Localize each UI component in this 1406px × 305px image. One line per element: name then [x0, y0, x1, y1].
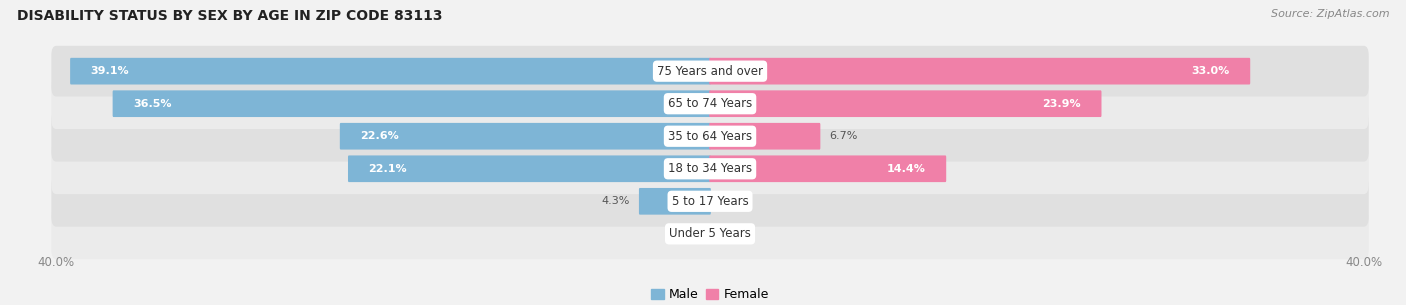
FancyBboxPatch shape [709, 123, 820, 149]
FancyBboxPatch shape [52, 78, 1368, 129]
Text: DISABILITY STATUS BY SEX BY AGE IN ZIP CODE 83113: DISABILITY STATUS BY SEX BY AGE IN ZIP C… [17, 9, 443, 23]
FancyBboxPatch shape [349, 156, 711, 182]
Text: 18 to 34 Years: 18 to 34 Years [668, 162, 752, 175]
FancyBboxPatch shape [52, 143, 1368, 194]
Text: 39.1%: 39.1% [90, 66, 129, 76]
Text: 36.5%: 36.5% [134, 99, 172, 109]
Text: 33.0%: 33.0% [1191, 66, 1230, 76]
Text: 14.4%: 14.4% [887, 164, 925, 174]
Text: 65 to 74 Years: 65 to 74 Years [668, 97, 752, 110]
FancyBboxPatch shape [52, 208, 1368, 259]
FancyBboxPatch shape [52, 176, 1368, 227]
FancyBboxPatch shape [709, 156, 946, 182]
Text: 22.1%: 22.1% [368, 164, 408, 174]
Text: 22.6%: 22.6% [360, 131, 399, 141]
Text: 35 to 64 Years: 35 to 64 Years [668, 130, 752, 143]
FancyBboxPatch shape [709, 58, 1250, 84]
FancyBboxPatch shape [340, 123, 711, 149]
Text: 6.7%: 6.7% [830, 131, 858, 141]
FancyBboxPatch shape [709, 90, 1101, 117]
Text: 23.9%: 23.9% [1042, 99, 1081, 109]
Text: Under 5 Years: Under 5 Years [669, 227, 751, 240]
FancyBboxPatch shape [112, 90, 711, 117]
FancyBboxPatch shape [52, 46, 1368, 97]
Legend: Male, Female: Male, Female [647, 283, 773, 305]
FancyBboxPatch shape [638, 188, 711, 215]
Text: Source: ZipAtlas.com: Source: ZipAtlas.com [1271, 9, 1389, 19]
Text: 0.0%: 0.0% [720, 229, 748, 239]
Text: 4.3%: 4.3% [602, 196, 630, 206]
Text: 0.0%: 0.0% [672, 229, 700, 239]
FancyBboxPatch shape [52, 111, 1368, 162]
Text: 0.0%: 0.0% [720, 196, 748, 206]
Text: 5 to 17 Years: 5 to 17 Years [672, 195, 748, 208]
FancyBboxPatch shape [70, 58, 711, 84]
Text: 75 Years and over: 75 Years and over [657, 65, 763, 78]
